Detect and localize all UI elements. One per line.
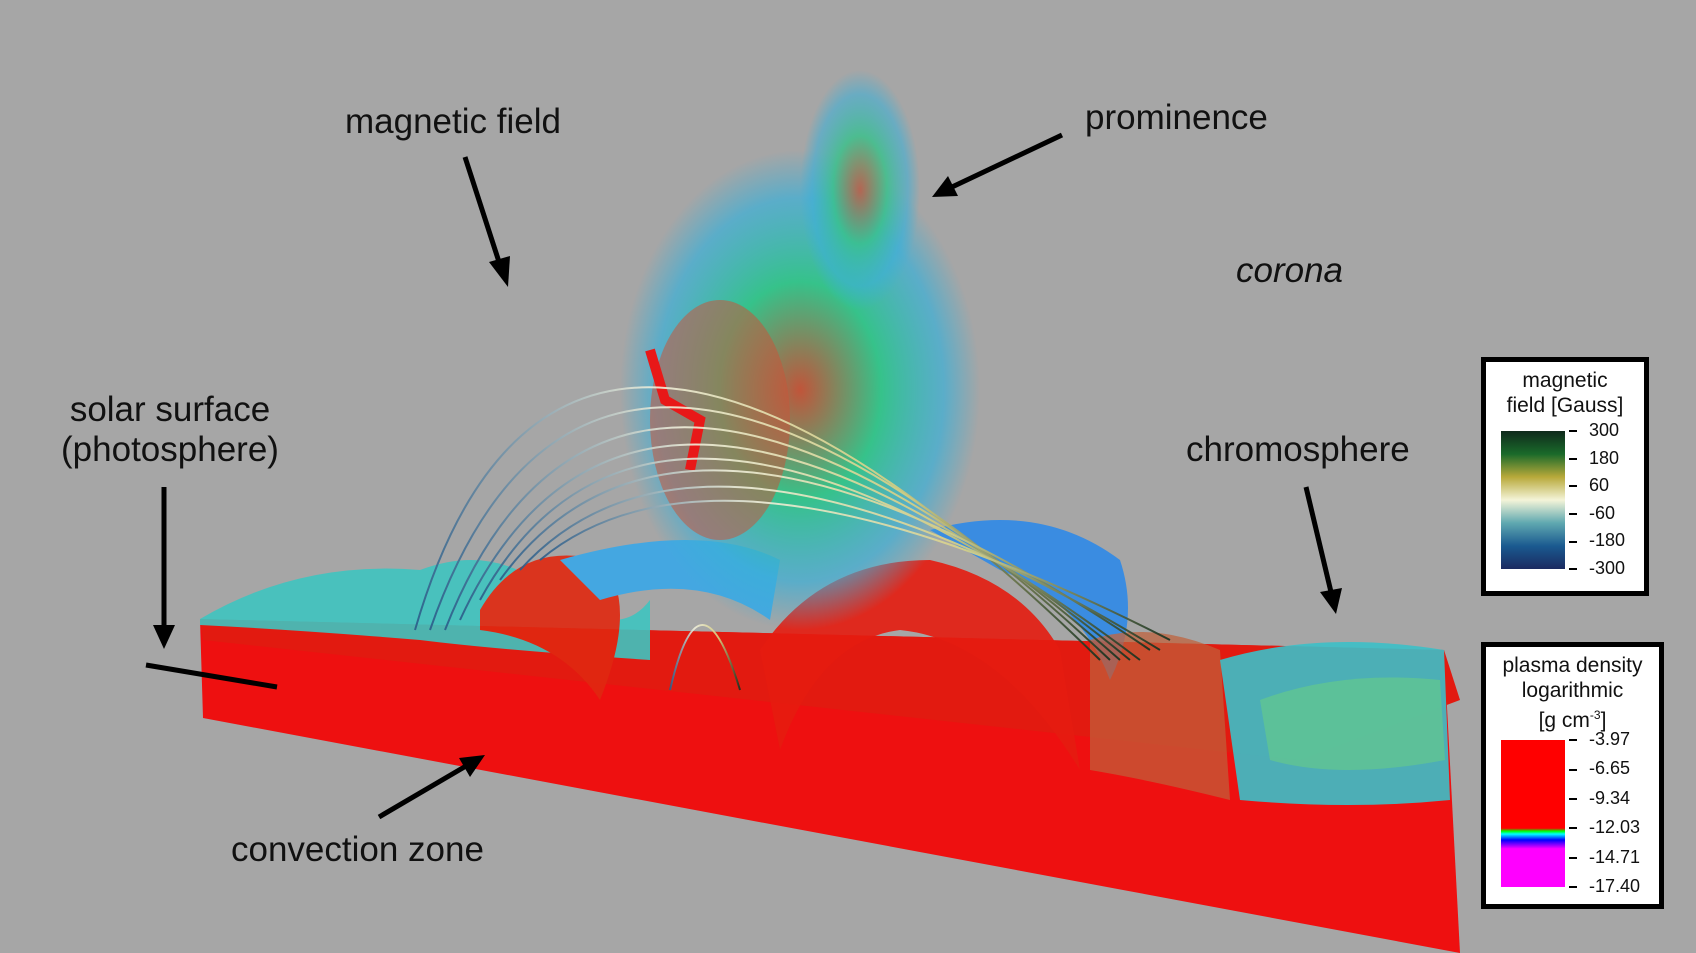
colorbar-tick-label: -180 — [1569, 530, 1625, 551]
label-convection-zone: convection zone — [231, 830, 484, 869]
legend-title-line: magnetic — [1522, 369, 1608, 392]
label-photosphere: (photosphere) — [61, 430, 279, 470]
colorbar-tick-label: -12.03 — [1569, 817, 1640, 838]
colorbar-tick-label: 300 — [1569, 420, 1619, 441]
magnetic-colorbar — [1501, 431, 1565, 569]
colorbar-tick-label: -60 — [1569, 503, 1615, 524]
legend-title-sup: -3 — [1589, 708, 1601, 722]
colorbar-tick-label: -14.71 — [1569, 847, 1640, 868]
legend-magnetic-field: magnetic field [Gauss] 300 180 60 -60 -180 -3… — [1481, 357, 1649, 596]
prominence-plume — [620, 70, 980, 630]
legend-title-unit: [g cm — [1538, 709, 1590, 732]
colorbar-tick-label: 180 — [1569, 448, 1619, 469]
legend-magnetic-title: magnetic field [Gauss] — [1486, 368, 1644, 418]
legend-title-line: logarithmic — [1521, 679, 1624, 702]
legend-title-line: [g cm-3] — [1486, 703, 1659, 733]
annotation-arrows — [145, 132, 1342, 820]
legend-title-line: plasma density — [1502, 654, 1643, 677]
label-solar-surface: solar surface (photosphere) — [40, 390, 300, 471]
label-corona: corona — [1236, 251, 1344, 290]
colorbar-tick-label: -3.97 — [1569, 729, 1630, 750]
density-colorbar — [1501, 740, 1565, 887]
colorbar-tick-label: -300 — [1569, 558, 1625, 579]
legend-title-line: field [Gauss] — [1506, 394, 1624, 417]
label-prominence: prominence — [1085, 98, 1268, 137]
legend-title-end: ] — [1600, 709, 1607, 732]
label-chromosphere: chromosphere — [1186, 430, 1410, 469]
colorbar-tick-label: -6.65 — [1569, 758, 1630, 779]
magnetic-field-lines — [414, 386, 1171, 691]
colorbar-tick-label: 60 — [1569, 475, 1609, 496]
colorbar-tick-label: -9.34 — [1569, 788, 1630, 809]
colorbar-tick-label: -17.40 — [1569, 876, 1640, 897]
label-magnetic-field: magnetic field — [345, 102, 561, 141]
legend-plasma-density: plasma density logarithmic [g cm-3] -3.9… — [1481, 642, 1664, 909]
legend-density-title: plasma density logarithmic [g cm-3] — [1486, 653, 1659, 733]
label-solar-surface-line: solar surface — [69, 390, 271, 429]
